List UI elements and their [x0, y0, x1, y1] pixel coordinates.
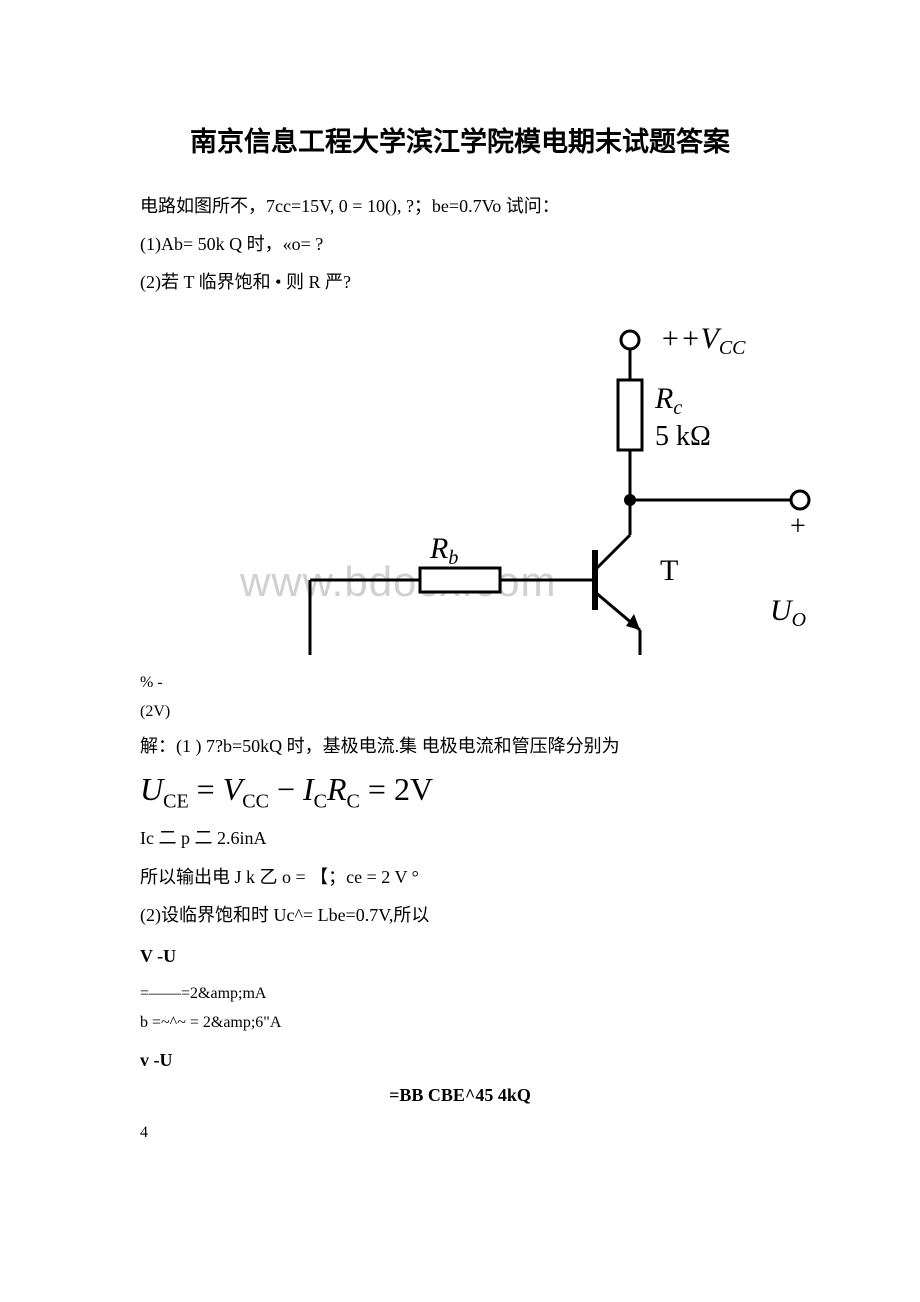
solution-1: 解：(1 ) 7?b=50kQ 时，基极电流.集 电极电流和管压降分别为 [140, 729, 780, 763]
vu-1: V -U [140, 946, 780, 967]
circuit-svg: ++VCC Rc 5 kΩ Rb T + UO [140, 310, 840, 660]
rc-value: 5 kΩ [655, 421, 711, 452]
svg-text:UO: UO [770, 594, 806, 631]
b-line: b =~^~ = 2&amp;6"A [140, 1010, 780, 1036]
svg-text:Rc: Rc [654, 382, 682, 419]
so-line: 所以输出电 J k 乙 o = 【；ce = 2 V ° [140, 860, 780, 894]
four-line: 4 [140, 1120, 780, 1146]
svg-text:++VCC: ++VCC [660, 322, 746, 359]
plus-label: + [790, 511, 806, 542]
formula-uce: UCE = VCC − ICRC = 2V [140, 771, 780, 813]
problem-line-1: 电路如图所不，7cc=15V, 0 = 10(), ?；be=0.7Vo 试问： [140, 189, 780, 223]
vu-2: v -U [140, 1050, 780, 1071]
circuit-diagram: www.bdocx.com [140, 310, 780, 660]
ic-line: Ic 二 p 二 2.6inA [140, 821, 780, 855]
page-title: 南京信息工程大学滨江学院模电期末试题答案 [140, 120, 780, 159]
eq-line: =——=2&amp;mA [140, 981, 780, 1007]
svg-text:Rb: Rb [429, 532, 458, 569]
problem-line-3: (2)若 T 临界饱和 • 则 R 严? [140, 265, 780, 299]
after-circuit-1: % - [140, 670, 780, 696]
after-circuit-2: (2V) [140, 699, 780, 725]
problem-line-2: (1)Ab= 50k Q 时，«o= ? [140, 227, 780, 261]
solution-2: (2)设临界饱和时 Uc^= Lbe=0.7V,所以 [140, 898, 780, 932]
vcc-label: +V [680, 322, 722, 355]
center-eq: =BB CBE^45 4kQ [140, 1085, 780, 1106]
transistor-label: T [660, 554, 678, 587]
